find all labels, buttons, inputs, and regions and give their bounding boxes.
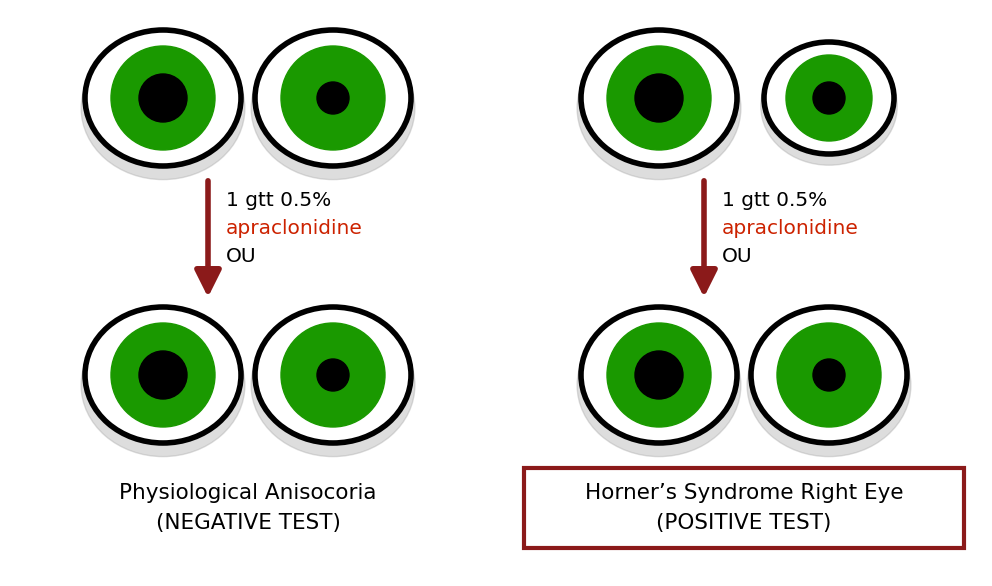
Text: apraclonidine: apraclonidine — [226, 220, 363, 239]
Circle shape — [635, 351, 683, 399]
Ellipse shape — [85, 307, 241, 443]
Circle shape — [139, 351, 187, 399]
Ellipse shape — [581, 30, 737, 166]
Text: Physiological Anisocoria: Physiological Anisocoria — [119, 483, 377, 503]
Text: 1 gtt 0.5%: 1 gtt 0.5% — [722, 192, 827, 210]
Ellipse shape — [581, 307, 737, 443]
Circle shape — [281, 46, 385, 150]
Ellipse shape — [81, 37, 245, 179]
Ellipse shape — [764, 42, 894, 154]
Text: Horner’s Syndrome Right Eye: Horner’s Syndrome Right Eye — [584, 483, 904, 503]
Ellipse shape — [251, 37, 415, 179]
Ellipse shape — [761, 47, 897, 165]
Circle shape — [317, 82, 349, 114]
Ellipse shape — [747, 314, 911, 456]
Circle shape — [281, 323, 385, 427]
Circle shape — [786, 55, 872, 141]
Circle shape — [111, 323, 215, 427]
Text: (POSITIVE TEST): (POSITIVE TEST) — [657, 513, 831, 533]
Text: 1 gtt 0.5%: 1 gtt 0.5% — [226, 192, 331, 210]
Circle shape — [635, 74, 683, 122]
Ellipse shape — [255, 30, 411, 166]
Ellipse shape — [577, 314, 741, 456]
Text: apraclonidine: apraclonidine — [722, 220, 859, 239]
Circle shape — [813, 359, 845, 391]
Ellipse shape — [251, 314, 415, 456]
Circle shape — [317, 359, 349, 391]
Ellipse shape — [255, 307, 411, 443]
FancyBboxPatch shape — [524, 468, 964, 548]
Circle shape — [111, 46, 215, 150]
Circle shape — [607, 46, 711, 150]
Circle shape — [813, 82, 845, 114]
Text: (NEGATIVE TEST): (NEGATIVE TEST) — [156, 513, 340, 533]
Text: OU: OU — [722, 247, 753, 267]
Text: OU: OU — [226, 247, 257, 267]
Circle shape — [777, 323, 881, 427]
Ellipse shape — [577, 37, 741, 179]
Circle shape — [139, 74, 187, 122]
Circle shape — [607, 323, 711, 427]
Ellipse shape — [81, 314, 245, 456]
Ellipse shape — [85, 30, 241, 166]
Ellipse shape — [751, 307, 907, 443]
